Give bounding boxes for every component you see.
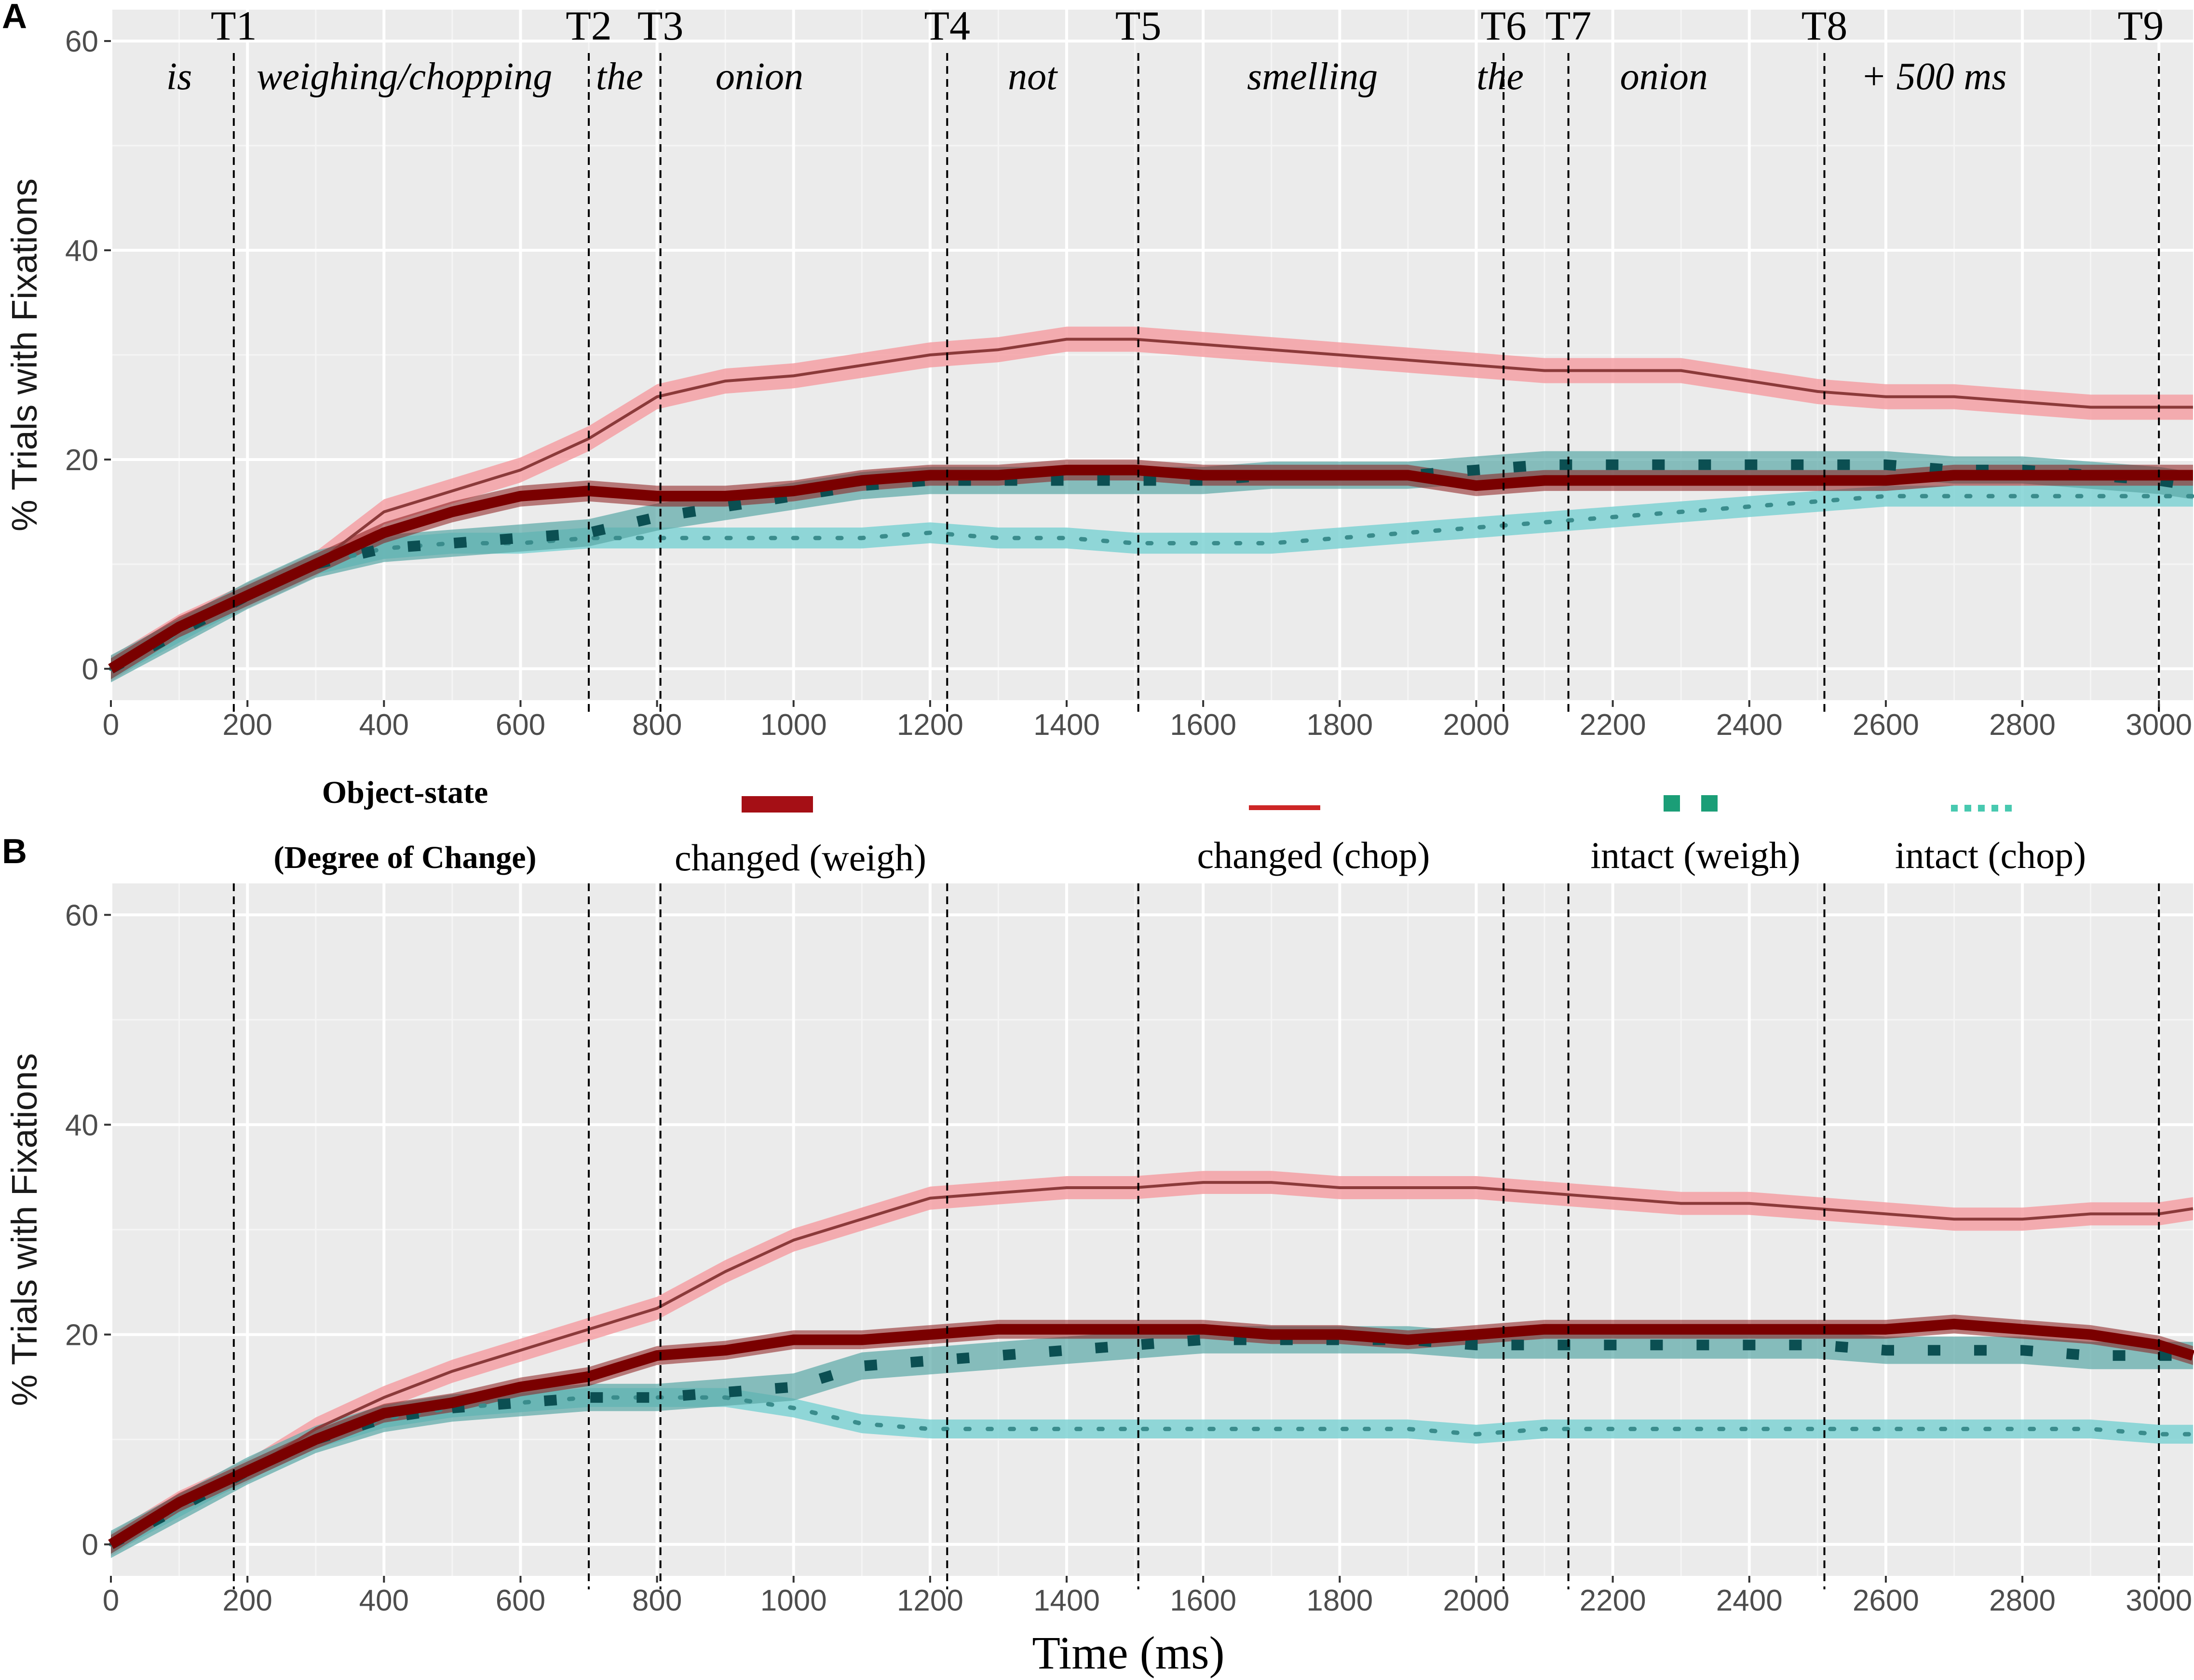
marker-label-t1: T1	[211, 2, 257, 49]
x-tick-label: 1400	[1033, 1584, 1100, 1617]
y-axis-label: % Trials with Fixations	[4, 178, 44, 531]
x-tick-label: 3000	[2126, 1584, 2192, 1617]
x-tick-label: 1800	[1306, 708, 1373, 742]
sentence-word: the	[1476, 55, 1524, 98]
x-tick-label: 1600	[1170, 1584, 1236, 1617]
sentence-word: onion	[716, 55, 803, 98]
x-tick-label: 2200	[1580, 708, 1646, 742]
sentence-word: smelling	[1247, 55, 1378, 98]
x-tick-label: 2000	[1443, 1584, 1510, 1617]
series-line-intact_weigh	[108, 1334, 2193, 1549]
x-tick-label: 200	[222, 708, 272, 742]
marker-label-t7: T7	[1545, 2, 1592, 49]
x-tick-label: 0	[103, 708, 119, 742]
sentence-word: the	[596, 55, 643, 98]
x-tick-label: 200	[222, 1584, 272, 1617]
x-tick-label: 0	[103, 1584, 119, 1617]
x-tick-label: 2800	[1989, 1584, 2056, 1617]
marker-label-t8: T8	[1801, 2, 1848, 49]
y-tick-label: 60	[65, 899, 98, 932]
series-line-changed_chop	[110, 338, 2193, 670]
x-tick-label: 2000	[1443, 708, 1510, 742]
sentence-word: is	[166, 55, 192, 98]
sentence-word: weighing/chopping	[257, 55, 552, 98]
panel-tag-A: A	[2, 0, 27, 36]
series-line-changed_weigh	[108, 1318, 2194, 1549]
legend-label-changed_weigh: changed (weigh)	[675, 837, 926, 879]
y-tick-label: 0	[82, 1529, 98, 1562]
ci-band-intact_chop	[111, 1388, 2193, 1554]
x-tick-label: 600	[496, 708, 545, 742]
x-tick-label: 2400	[1716, 708, 1783, 742]
y-tick-label: 20	[65, 444, 98, 477]
x-tick-label: 3000	[2126, 708, 2192, 742]
x-tick-label: 1000	[760, 1584, 827, 1617]
x-tick-label: 2600	[1853, 1584, 1919, 1617]
marker-label-t2: T2	[566, 2, 612, 49]
x-tick-label: 1400	[1033, 708, 1100, 742]
x-tick-label: 800	[632, 708, 682, 742]
ci-band-intact_weigh	[111, 1326, 2193, 1558]
marker-label-t5: T5	[1115, 2, 1162, 49]
series-line-intact_weigh	[108, 459, 2194, 674]
marker-label-t4: T4	[924, 2, 971, 49]
sentence-word: not	[1008, 55, 1058, 98]
x-tick-label: 2200	[1580, 1584, 1646, 1617]
data-series	[108, 326, 2194, 1558]
x-tick-label: 1200	[897, 708, 963, 742]
y-tick-label: 40	[65, 1109, 98, 1142]
legend-title-line2: (Degree of Change)	[274, 840, 537, 875]
series-line-changed_chop	[110, 1181, 2194, 1546]
legend-label-intact_weigh: intact (weigh)	[1590, 834, 1800, 876]
legend-label-intact_chop: intact (chop)	[1895, 834, 2086, 876]
marker-label-t9: T9	[2118, 2, 2164, 49]
sentence-word: onion	[1620, 55, 1708, 98]
y-tick-label: 40	[65, 234, 98, 268]
x-tick-label: 2400	[1716, 1584, 1783, 1617]
y-tick-label: 0	[82, 653, 98, 686]
x-tick-label: 1600	[1170, 708, 1236, 742]
x-tick-label: 1800	[1306, 1584, 1373, 1617]
series-line-changed_weigh	[108, 464, 2193, 674]
x-tick-label: 1000	[760, 708, 827, 742]
marker-label-t3: T3	[637, 2, 684, 49]
legend: Object-state (Degree of Change) changed (w…	[274, 775, 2086, 879]
y-tick-label: 20	[65, 1319, 98, 1352]
ci-band-changed_chop	[111, 326, 2193, 681]
x-tick-label: 1200	[897, 1584, 963, 1617]
x-tick-label: 600	[496, 1584, 545, 1617]
panel-tag-B: B	[2, 832, 27, 871]
y-axis-label: % Trials with Fixations	[4, 1053, 44, 1406]
x-axis-label: Time (ms)	[1032, 1627, 1224, 1679]
time-markers	[232, 53, 2160, 1589]
x-tick-label: 2600	[1853, 708, 1919, 742]
legend-label-changed_chop: changed (chop)	[1197, 834, 1430, 876]
x-tick-label: 2800	[1989, 708, 2056, 742]
y-tick-label: 60	[65, 25, 98, 58]
x-tick-label: 800	[632, 1584, 682, 1617]
x-tick-label: 400	[359, 1584, 409, 1617]
sentence-word: + 500 ms	[1861, 55, 2007, 98]
ci-band-changed_chop	[111, 1171, 2193, 1556]
marker-label-t6: T6	[1480, 2, 1527, 49]
legend-title-line1: Object-state	[322, 775, 488, 810]
ci-band-changed_weigh	[111, 460, 2193, 679]
x-tick-label: 400	[359, 708, 409, 742]
